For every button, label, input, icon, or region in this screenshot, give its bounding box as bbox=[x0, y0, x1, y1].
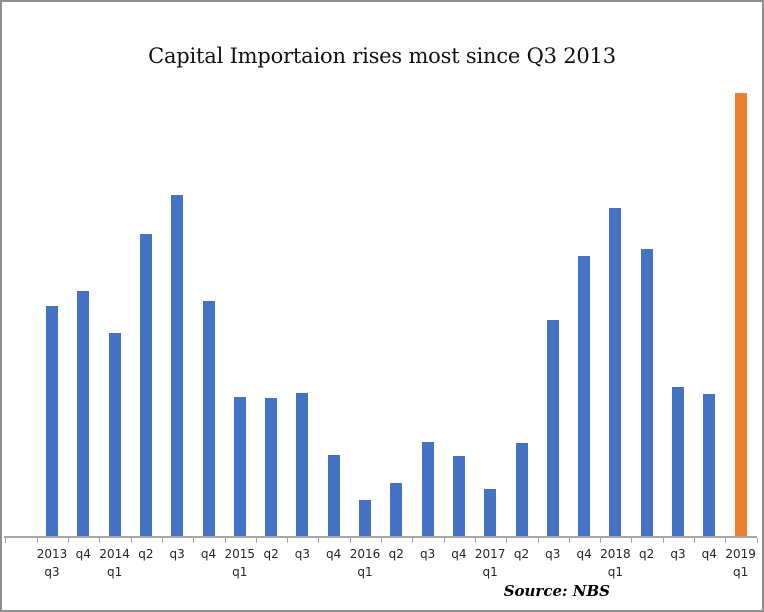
x-axis-tick bbox=[443, 538, 445, 543]
source-label: Source: NBS bbox=[503, 582, 610, 600]
bar bbox=[202, 301, 215, 537]
x-tick-label: q2 bbox=[513, 547, 530, 561]
x-axis-tick bbox=[506, 538, 508, 543]
x-axis-tick bbox=[5, 538, 7, 543]
bar bbox=[609, 208, 622, 537]
x-axis-tick bbox=[255, 538, 257, 543]
x-tick-label: q3 bbox=[294, 547, 311, 561]
x-axis-tick bbox=[474, 538, 476, 543]
x-axis-tick bbox=[600, 538, 602, 543]
x-tick-label: q3 bbox=[419, 547, 436, 561]
x-axis-tick bbox=[412, 538, 414, 543]
x-tick-label: 2016 q1 bbox=[349, 547, 381, 579]
bar bbox=[578, 256, 591, 537]
x-axis-tick bbox=[756, 538, 758, 543]
x-tick-label: 2017 q1 bbox=[474, 547, 506, 579]
x-axis-tick bbox=[318, 538, 320, 543]
chart-title: Capital Importaion rises most since Q3 2… bbox=[148, 44, 616, 68]
bar bbox=[108, 333, 121, 537]
x-axis-tick bbox=[725, 538, 727, 543]
x-tick-label: 2013 q3 bbox=[36, 547, 68, 579]
x-axis-tick bbox=[381, 538, 382, 543]
x-axis-tick bbox=[193, 538, 195, 543]
bar bbox=[484, 489, 497, 537]
x-tick-label: q2 bbox=[138, 547, 154, 561]
bar bbox=[640, 249, 653, 537]
bar bbox=[265, 398, 278, 537]
bar bbox=[327, 455, 340, 537]
x-tick-label: q3 bbox=[169, 547, 185, 561]
x-tick-label: 2018 q1 bbox=[600, 547, 631, 579]
x-axis-tick bbox=[99, 538, 101, 543]
x-tick-label: q2 bbox=[388, 547, 404, 561]
x-tick-label: q4 bbox=[75, 547, 91, 561]
x-tick-label: q3 bbox=[670, 547, 686, 561]
x-axis-tick bbox=[130, 538, 132, 543]
x-axis-tick bbox=[349, 538, 351, 543]
bar-highlight bbox=[734, 93, 747, 537]
x-tick-label: 2014 q1 bbox=[99, 547, 130, 579]
bar bbox=[515, 443, 528, 537]
bar bbox=[390, 483, 403, 537]
x-axis-tick bbox=[631, 538, 633, 543]
x-tick-label: q4 bbox=[200, 547, 217, 561]
x-tick-label: q4 bbox=[701, 547, 717, 561]
bar bbox=[233, 397, 246, 537]
x-axis-tick bbox=[36, 538, 38, 543]
bar bbox=[139, 234, 152, 537]
x-tick-label: 2015 q1 bbox=[224, 547, 256, 579]
x-axis-tick bbox=[537, 538, 539, 543]
bar bbox=[546, 320, 559, 537]
bar bbox=[77, 291, 90, 537]
x-tick-label: q2 bbox=[639, 547, 655, 561]
bar bbox=[359, 500, 371, 537]
x-tick-label: q4 bbox=[451, 547, 467, 561]
x-tick-label: q2 bbox=[263, 547, 279, 561]
x-axis-tick bbox=[662, 538, 664, 543]
x-axis-tick bbox=[224, 538, 226, 543]
bar bbox=[46, 306, 58, 537]
x-axis-tick bbox=[694, 538, 695, 543]
bar bbox=[452, 456, 465, 537]
bar bbox=[672, 387, 684, 537]
x-tick-label: q3 bbox=[545, 547, 561, 561]
x-axis-tick bbox=[568, 538, 570, 543]
x-tick-label: q4 bbox=[326, 547, 342, 561]
x-tick-label: 2019 q1 bbox=[725, 547, 756, 579]
x-tick-label: q4 bbox=[576, 547, 592, 561]
x-axis-line bbox=[4, 536, 757, 538]
x-axis-tick bbox=[287, 538, 289, 543]
bar bbox=[703, 394, 716, 537]
x-axis-tick bbox=[161, 538, 163, 543]
bar bbox=[296, 393, 309, 537]
x-axis-tick bbox=[68, 538, 69, 543]
bar bbox=[171, 195, 184, 537]
bar bbox=[421, 442, 434, 537]
